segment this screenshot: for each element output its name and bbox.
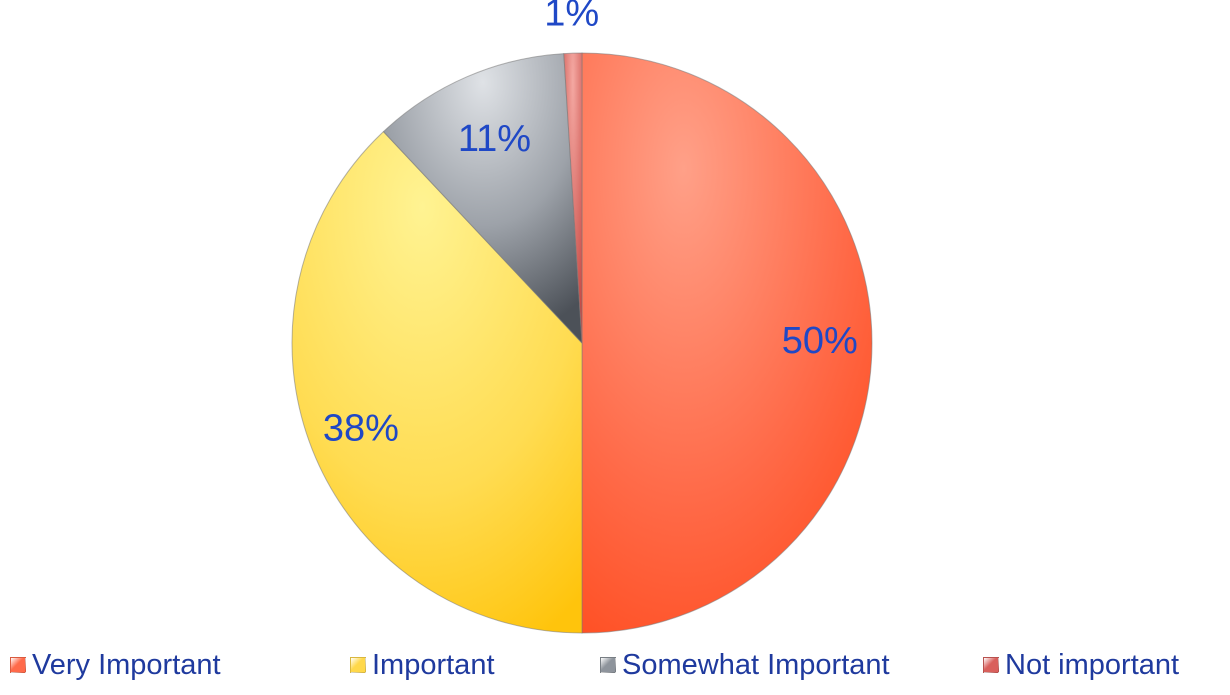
legend-swatch-not-important [983, 657, 999, 673]
pie-chart: 50% 38% 11% 1% [291, 0, 873, 634]
pie-slice-not-important [563, 52, 583, 344]
legend-label-important: Important [372, 648, 495, 681]
legend-label-very-important: Very Important [32, 648, 221, 681]
data-label-important: 38% [323, 408, 399, 450]
pie-slice-very-important [581, 52, 873, 634]
legend-swatch-very-important [10, 657, 26, 673]
pie-slice-somewhat-important [382, 53, 583, 345]
legend-swatch-somewhat-important [600, 657, 616, 673]
data-label-not-important: 1% [544, 0, 599, 34]
legend-item-very-important: Very Important [10, 643, 221, 687]
chart-legend: Very Important Important Somewhat Import… [0, 643, 1230, 687]
legend-label-not-important: Not important [1005, 648, 1180, 681]
data-label-very-important: 50% [782, 320, 858, 362]
legend-item-somewhat-important: Somewhat Important [600, 643, 890, 687]
legend-item-important: Important [350, 643, 495, 687]
pie-slice-important [291, 130, 583, 634]
pie-data-labels: 50% 38% 11% 1% [323, 0, 858, 450]
legend-item-not-important: Not important [983, 643, 1179, 687]
data-label-somewhat-important: 11% [458, 118, 531, 160]
legend-label-somewhat-important: Somewhat Important [622, 648, 890, 681]
legend-swatch-important [350, 657, 366, 673]
pie-slices [291, 52, 873, 634]
